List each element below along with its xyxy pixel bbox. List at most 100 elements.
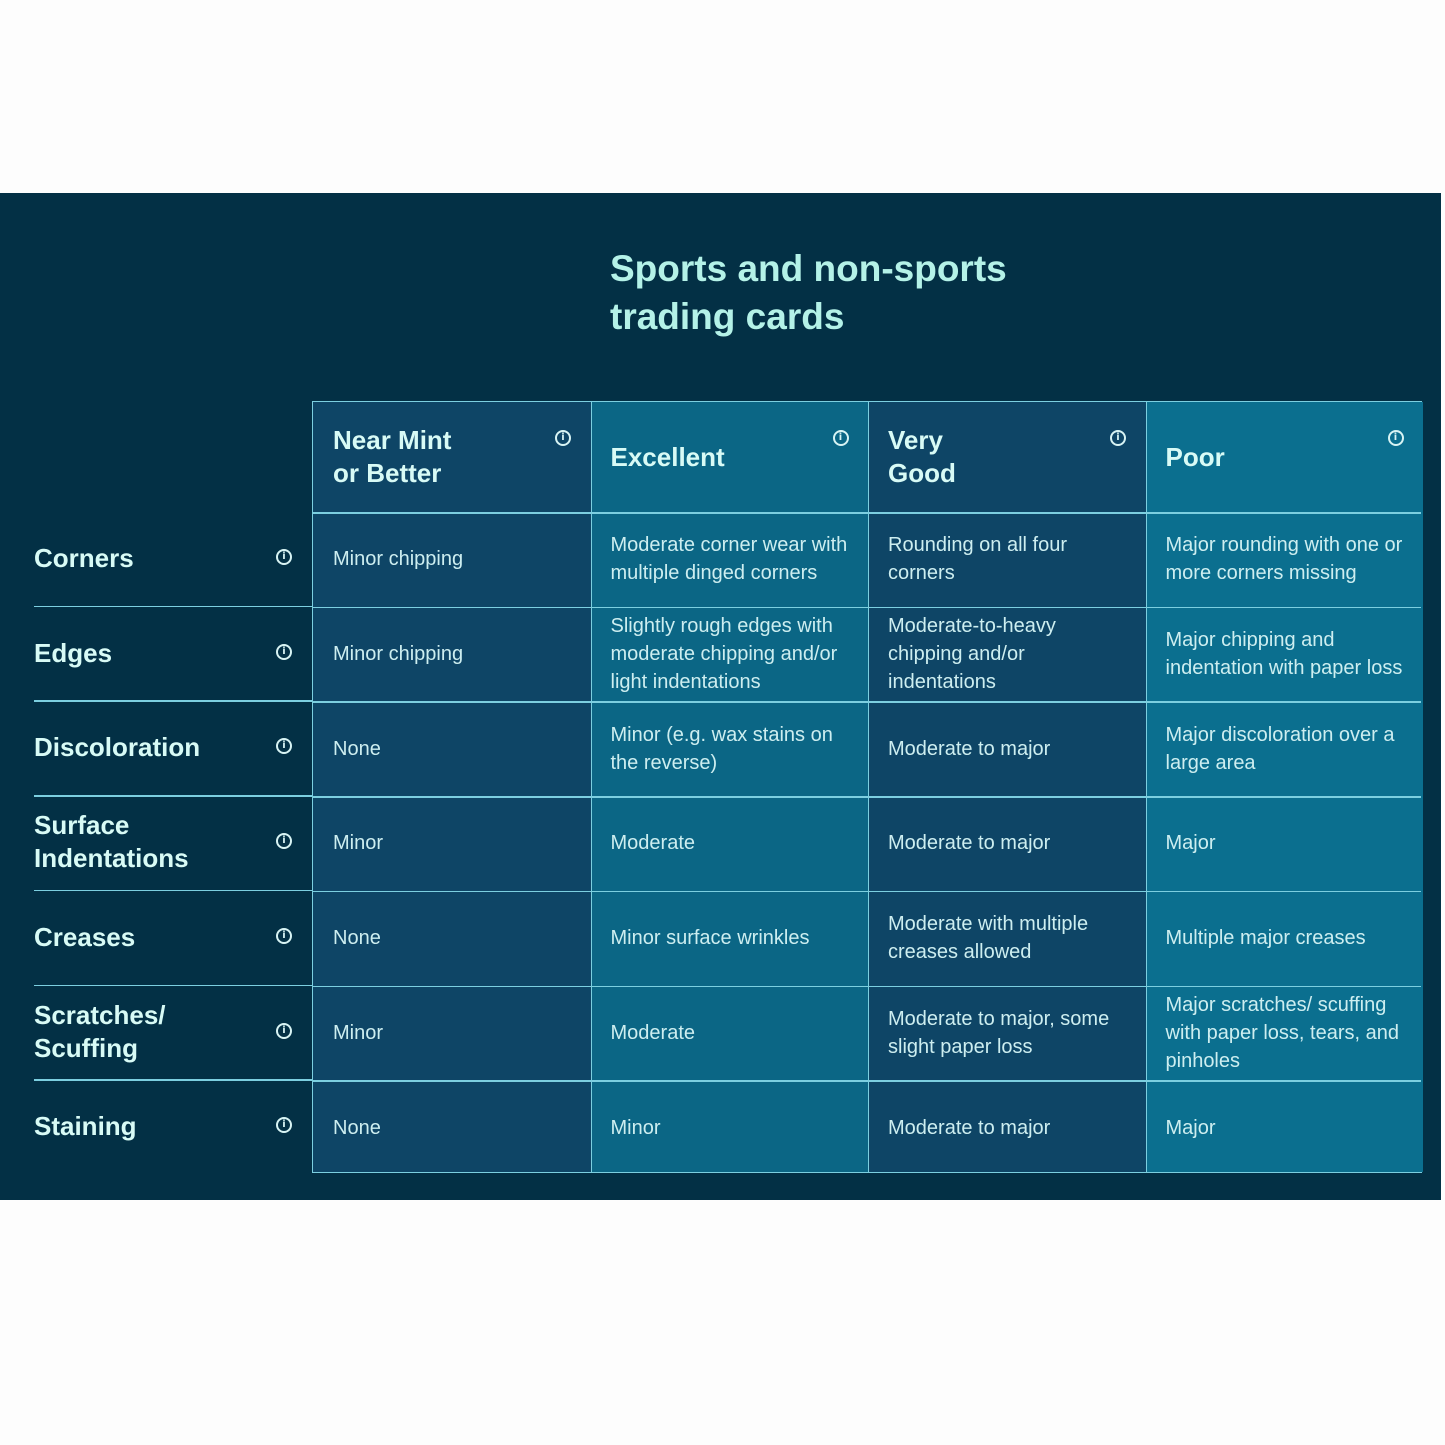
cell-text: None — [333, 737, 381, 760]
row-label-text: Creases — [34, 921, 136, 952]
row-label-divider — [34, 1079, 312, 1081]
row-label-divider — [34, 605, 312, 608]
row-label-text: Corners — [34, 542, 134, 573]
row-label-divider — [34, 984, 312, 986]
cell-text: Minor chipping — [333, 643, 464, 666]
cell-text: None — [333, 1116, 381, 1139]
column-header: Excellent — [591, 402, 829, 512]
cell-text: Moderate to major — [888, 1116, 1051, 1139]
table-cell: Slightly rough edges with moderate chipp… — [591, 607, 869, 702]
column-header: Poor — [1146, 402, 1384, 512]
column-header: Very Good — [868, 402, 1106, 512]
table-cell: Moderate — [591, 986, 869, 1081]
title-line-2: trading cards — [610, 296, 845, 337]
row-label: Corners — [34, 511, 312, 606]
cell-text: Minor surface wrinkles — [610, 927, 810, 950]
table-cell: Moderate to major — [868, 1080, 1146, 1175]
table-cell: Moderate — [591, 796, 869, 891]
table-cell: None — [313, 1080, 591, 1175]
cell-text: None — [333, 927, 381, 950]
cell-text: Moderate-to-heavy chipping and/or indent… — [888, 615, 1056, 694]
table-cell: Minor chipping — [313, 607, 591, 702]
row-label-text: Discoloration — [34, 732, 201, 763]
cell-text: Major scratches/ scuffing with paper los… — [1165, 993, 1399, 1072]
table-cell: Moderate with multiple creases allowed — [868, 891, 1146, 986]
info-circle-icon[interactable]: i — [276, 1117, 292, 1134]
table-cell: Minor — [313, 986, 591, 1081]
cell-text: Moderate — [610, 832, 696, 855]
page-title: Sports and non-sports trading cards — [610, 245, 1007, 341]
info-circle-icon[interactable]: i — [276, 643, 292, 660]
cell-text: Major discoloration over a large area — [1165, 723, 1395, 774]
table-cell: Major — [1146, 1080, 1424, 1175]
row-label: Edges — [34, 606, 312, 701]
cell-text: Slightly rough edges with moderate chipp… — [610, 615, 838, 694]
row-divider — [313, 796, 1421, 798]
column-header-label: Excellent — [610, 441, 725, 472]
cell-text: Minor — [610, 1116, 661, 1139]
cell-text: Moderate — [610, 1021, 696, 1044]
cell-text: Major rounding with one or more corners … — [1165, 534, 1403, 585]
info-circle-icon[interactable]: i — [555, 430, 571, 446]
row-divider — [313, 985, 1421, 987]
row-label: Surface Indentations — [34, 795, 312, 890]
table-cell: Rounding on all four corners — [868, 512, 1146, 607]
row-label-divider — [34, 795, 312, 797]
row-divider — [313, 1080, 1421, 1082]
cell-text: Minor chipping — [333, 548, 464, 571]
column-header-label: Very Good — [888, 425, 956, 488]
table-cell: Moderate corner wear with multiple dinge… — [591, 512, 869, 607]
row-label: Creases — [34, 890, 312, 985]
row-label-text: Scratches/ Scuffing — [34, 999, 166, 1063]
column-very-good — [868, 402, 1146, 1172]
table-cell: Moderate to major, some slight paper los… — [868, 986, 1146, 1081]
cell-text: Moderate to major, some slight paper los… — [888, 1007, 1110, 1058]
cell-text: Rounding on all four corners — [888, 534, 1068, 585]
table-cell: Major — [1146, 796, 1424, 891]
table-cell: Moderate-to-heavy chipping and/or indent… — [868, 607, 1146, 702]
table-cell: Minor surface wrinkles — [591, 891, 869, 986]
row-label: Discoloration — [34, 700, 312, 795]
cell-text: Major — [1165, 832, 1216, 855]
info-circle-icon[interactable]: i — [1387, 430, 1404, 446]
row-label: Scratches/ Scuffing — [34, 985, 312, 1080]
info-circle-icon[interactable]: i — [276, 549, 292, 565]
info-circle-icon[interactable]: i — [832, 430, 849, 446]
cell-text: Minor (e.g. wax stains on the reverse) — [610, 723, 833, 774]
table-cell: Minor — [313, 796, 591, 891]
table-cell: Multiple major creases — [1146, 891, 1424, 986]
row-label-text: Staining — [34, 1111, 137, 1142]
table-cell: Major scratches/ scuffing with paper los… — [1146, 986, 1424, 1081]
info-circle-icon[interactable]: i — [276, 738, 292, 755]
row-label-divider — [34, 889, 312, 892]
table-cell: Moderate to major — [868, 796, 1146, 891]
row-label-text: Surface Indentations — [34, 810, 189, 874]
header-divider — [313, 512, 1421, 514]
row-label: Staining — [34, 1079, 312, 1174]
info-circle-icon[interactable]: i — [1110, 430, 1126, 446]
info-circle-icon[interactable]: i — [276, 833, 292, 850]
info-circle-icon[interactable]: i — [276, 1022, 292, 1039]
row-label-divider — [34, 700, 312, 702]
table-cell: Minor — [591, 1080, 869, 1175]
cell-text: Moderate with multiple creases allowed — [888, 913, 1089, 964]
cell-text: Major chipping and indentation with pape… — [1165, 629, 1403, 680]
cell-text: Minor — [333, 1021, 384, 1044]
info-circle-icon[interactable]: i — [276, 927, 292, 944]
row-divider — [313, 701, 1421, 703]
column-poor — [1145, 402, 1423, 1172]
column-near-mint — [313, 402, 591, 1172]
cell-text: Multiple major creases — [1165, 927, 1366, 950]
column-header: Near Mint or Better — [313, 402, 551, 512]
cell-text: Moderate to major — [888, 737, 1051, 760]
table-cell: Major chipping and indentation with pape… — [1146, 607, 1424, 702]
cell-text: Moderate corner wear with multiple dinge… — [610, 534, 848, 585]
table-cell: Moderate to major — [868, 701, 1146, 796]
grading-panel: Sports and non-sports trading cards Corn… — [0, 193, 1441, 1200]
row-label-text: Edges — [34, 637, 113, 668]
column-header-label: Poor — [1165, 441, 1225, 472]
column-header-label: Near Mint or Better — [333, 425, 452, 488]
table-cell: Major rounding with one or more corners … — [1146, 512, 1424, 607]
cell-text: Moderate to major — [888, 832, 1051, 855]
column-excellent — [590, 402, 868, 1172]
